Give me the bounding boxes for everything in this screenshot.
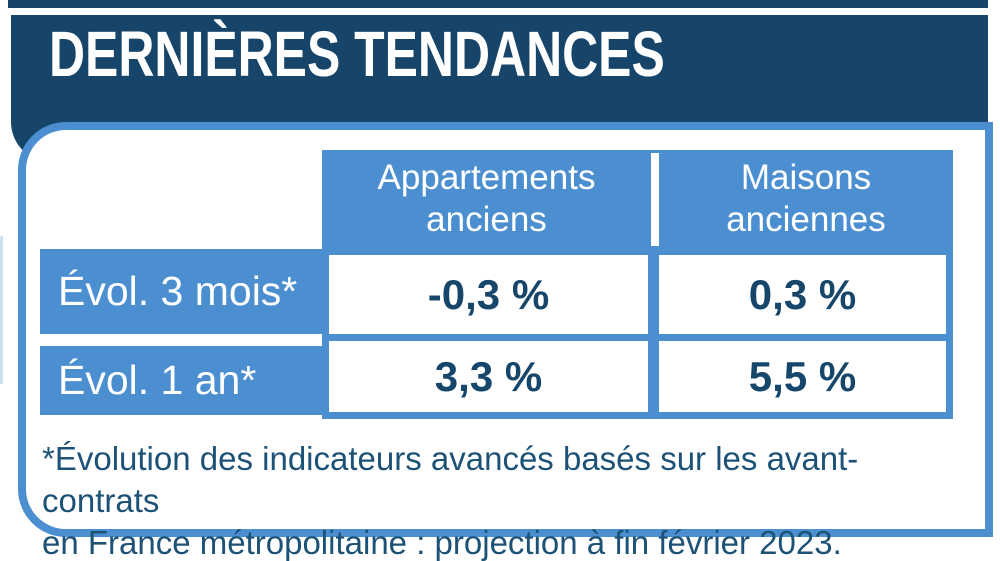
column-header-appartements: Appartements anciens <box>322 150 651 248</box>
column-header-maisons: Maisons anciennes <box>659 150 953 248</box>
column-header-line: Maisons <box>740 158 872 197</box>
page-edge-artifact <box>0 236 3 384</box>
footnote-line-1: *Évolution des indicateurs avancés basés… <box>42 440 859 519</box>
header-column-divider <box>651 153 659 246</box>
value-evol-1an-maisons: 5,5 % <box>659 341 946 412</box>
footnote: *Évolution des indicateurs avancés basés… <box>42 438 972 561</box>
value-evol-3mois-appartements: -0,3 % <box>329 255 648 334</box>
column-header-line: anciennes <box>726 200 886 239</box>
value-evol-1an-appartements: 3,3 % <box>329 341 648 412</box>
column-header-line: Appartements <box>377 158 596 197</box>
top-accent-bar <box>8 0 988 8</box>
row-label-evol-3-mois: Évol. 3 mois* <box>40 249 322 334</box>
value-evol-3mois-maisons: 0,3 % <box>659 255 946 334</box>
page-title: DERNIÈRES TENDANCES <box>49 18 665 90</box>
column-header-line: anciens <box>426 200 547 239</box>
footnote-line-2: en France métropolitaine : projection à … <box>42 524 842 561</box>
row-label-evol-1-an: Évol. 1 an* <box>40 346 322 415</box>
